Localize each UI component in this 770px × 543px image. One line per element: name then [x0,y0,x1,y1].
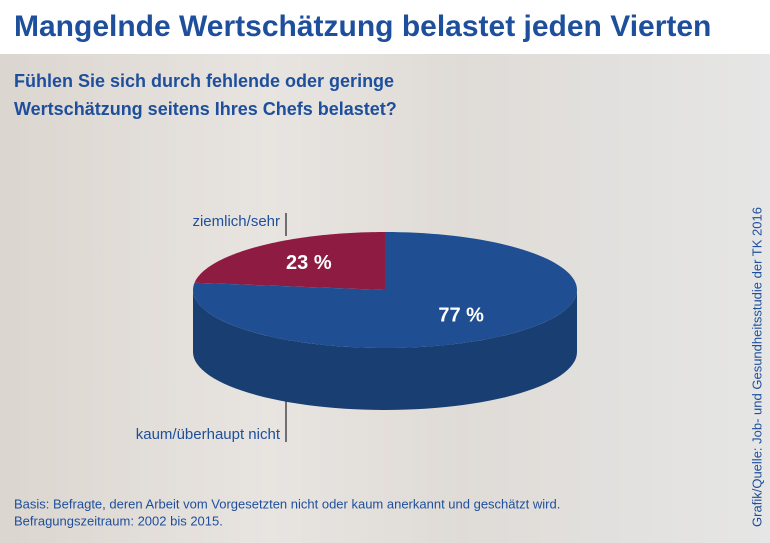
pie-slice [193,232,577,348]
subtitle: Fühlen Sie sich durch fehlende oder geri… [14,71,394,91]
pie: 23 % 77 % [193,232,577,410]
legend-label: kaum/überhaupt nicht [136,426,281,443]
pie-slice [194,232,385,290]
title-bar [0,0,770,54]
footnote: Basis: Befragte, deren Arbeit vom Vorges… [14,496,560,511]
legend-label: ziemlich/sehr [192,213,280,230]
pie-side [193,290,577,410]
footnote: Befragungszeitraum: 2002 bis 2015. [14,513,223,528]
subtitle: Wertschätzung seitens Ihres Chefs belast… [14,99,397,119]
value-label: 77 % [438,304,484,326]
chart-title: Mangelnde Wertschätzung belastet jeden V… [14,10,711,43]
source: Grafik/Quelle: Job- und Gesundheitsstudi… [749,207,764,527]
value-label: 23 % [286,252,332,274]
